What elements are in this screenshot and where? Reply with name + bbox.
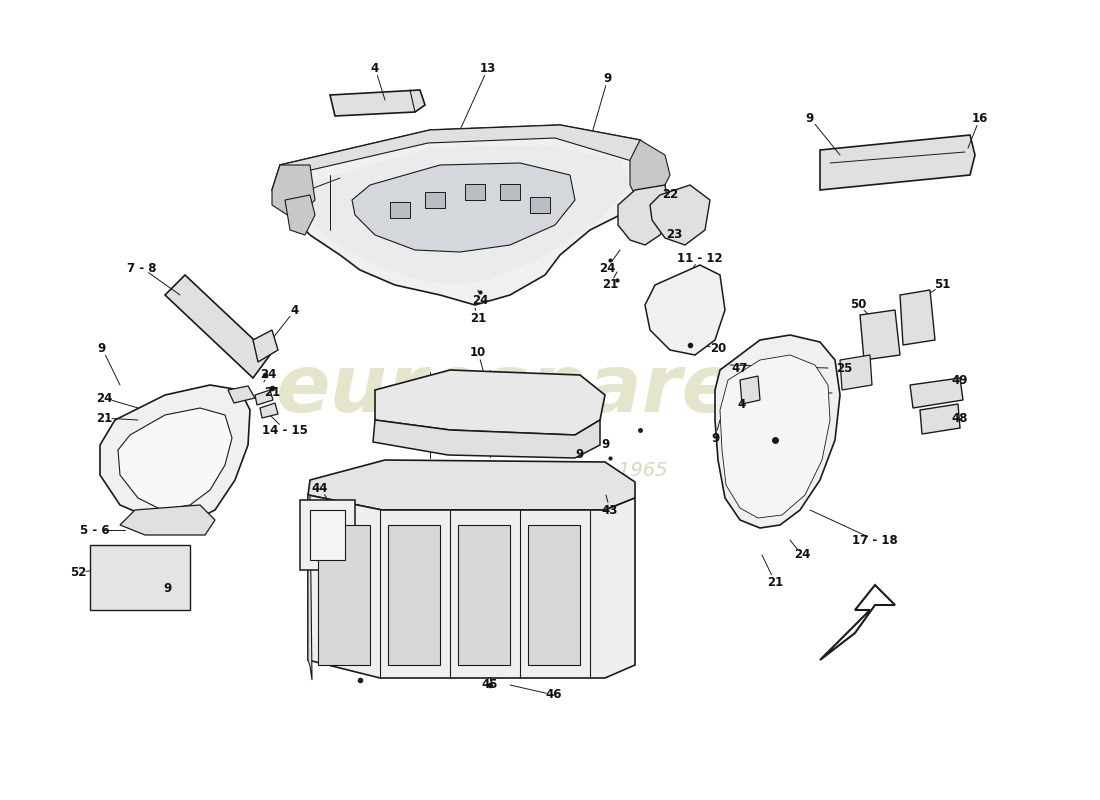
Polygon shape [650,185,710,245]
Text: 9: 9 [711,431,719,445]
Polygon shape [465,184,485,200]
Text: 50: 50 [850,298,866,311]
Polygon shape [280,125,660,176]
Text: 17 - 18: 17 - 18 [852,534,898,546]
Polygon shape [373,420,600,458]
Text: 21: 21 [264,386,280,398]
Text: 4: 4 [738,398,746,411]
Polygon shape [120,505,214,535]
Polygon shape [228,386,255,403]
Text: 9: 9 [164,582,172,594]
Text: 13: 13 [480,62,496,74]
Polygon shape [100,385,250,525]
Text: 11 - 12: 11 - 12 [678,251,723,265]
Text: 25: 25 [836,362,852,374]
Text: 21: 21 [470,311,486,325]
Text: 9: 9 [806,111,814,125]
Text: 24: 24 [598,262,615,274]
Text: 22: 22 [662,189,678,202]
Text: 14 - 15: 14 - 15 [262,423,308,437]
Text: 47: 47 [732,362,748,374]
Polygon shape [458,525,510,665]
Text: 16: 16 [971,111,988,125]
Polygon shape [618,185,670,245]
Polygon shape [900,290,935,345]
Polygon shape [165,275,270,378]
Polygon shape [920,404,960,434]
Text: 5 - 6: 5 - 6 [80,523,110,537]
Text: 4: 4 [371,62,380,74]
Polygon shape [388,525,440,665]
Polygon shape [530,197,550,213]
Text: 24: 24 [794,549,811,562]
Text: 9: 9 [604,71,612,85]
Text: 21: 21 [96,411,112,425]
Polygon shape [715,335,840,528]
Polygon shape [285,195,315,235]
Polygon shape [272,165,315,220]
Polygon shape [910,378,962,408]
Polygon shape [253,330,278,362]
Text: eurospares: eurospares [275,351,784,429]
Text: 24: 24 [260,369,276,382]
Text: 46: 46 [546,689,562,702]
Text: 23: 23 [666,229,682,242]
Polygon shape [90,545,190,610]
Polygon shape [352,163,575,252]
Text: 10: 10 [470,346,486,358]
Text: 7 - 8: 7 - 8 [128,262,156,274]
Polygon shape [255,390,273,405]
Polygon shape [310,510,345,560]
Text: 45: 45 [482,678,498,691]
Polygon shape [318,525,370,665]
Text: 24: 24 [96,391,112,405]
Polygon shape [630,140,670,205]
Text: 24: 24 [472,294,488,306]
Text: 52: 52 [69,566,86,578]
Text: 21: 21 [602,278,618,291]
Polygon shape [272,125,666,305]
Polygon shape [860,310,900,360]
Polygon shape [720,355,830,518]
Text: 49: 49 [952,374,968,386]
Text: 44: 44 [311,482,328,494]
Text: 9: 9 [601,438,609,451]
Polygon shape [740,376,760,404]
Text: 4: 4 [290,303,299,317]
Polygon shape [500,184,520,200]
Polygon shape [290,145,630,285]
Polygon shape [375,370,605,435]
Polygon shape [260,403,278,418]
Polygon shape [300,500,355,570]
Polygon shape [308,495,312,680]
Polygon shape [820,585,895,660]
Polygon shape [840,355,872,390]
Text: 20: 20 [710,342,726,354]
Text: 21: 21 [767,575,783,589]
Polygon shape [118,408,232,510]
Text: 43: 43 [602,503,618,517]
Text: 9: 9 [98,342,106,354]
Text: 9: 9 [576,449,584,462]
Text: 51: 51 [934,278,950,291]
Polygon shape [308,495,635,678]
Polygon shape [330,90,425,116]
Polygon shape [390,202,410,218]
Text: 48: 48 [952,411,968,425]
Polygon shape [308,460,635,510]
Polygon shape [528,525,580,665]
Text: a passion for parts since 1965: a passion for parts since 1965 [373,461,668,479]
Polygon shape [820,135,975,190]
Polygon shape [645,265,725,355]
Polygon shape [425,192,446,208]
